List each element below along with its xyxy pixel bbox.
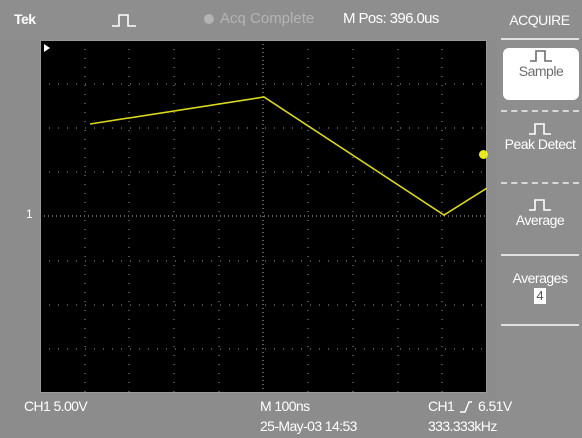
horizontal-position-readout: M Pos: 396.0us [343, 10, 439, 27]
waveform-display [40, 40, 487, 393]
timebase-readout: M 100ns [260, 398, 310, 414]
menu-divider [501, 254, 579, 256]
menu-divider [501, 324, 579, 326]
frequency-readout: 333.333kHz [428, 418, 497, 434]
sample-button[interactable]: Sample [503, 48, 579, 100]
pulse-icon [530, 50, 552, 62]
acquisition-status: Acq Complete [220, 10, 315, 27]
status-bar: Tek Acq Complete M Pos: 396.0us [0, 0, 497, 40]
status-dot-icon [204, 14, 214, 24]
rising-pulse-icon [112, 14, 136, 27]
rising-edge-icon [460, 401, 472, 413]
average-label: Average [515, 212, 565, 228]
brand-logo: Tek [14, 11, 36, 27]
menu-divider [501, 110, 579, 112]
trigger-level-marker [479, 150, 488, 159]
average-button[interactable]: Average [503, 198, 577, 246]
waveform-trace [89, 96, 487, 216]
sample-label: Sample [518, 63, 564, 79]
pulse-icon [529, 199, 551, 211]
graticule-grid [40, 40, 487, 393]
averages-control[interactable]: Averages 4 [503, 270, 577, 316]
menu-divider [501, 182, 579, 184]
peak-detect-label: Peak Detect [504, 136, 576, 152]
channel1-ground-marker: 1 [26, 207, 33, 221]
date-time-readout: 25-May-03 14:53 [260, 418, 357, 434]
menu-divider [501, 38, 579, 40]
menu-title: ACQUIRE [509, 12, 570, 28]
trigger-level-readout: 6.51V [478, 398, 512, 414]
peak-detect-button[interactable]: Peak Detect [503, 122, 577, 170]
acquire-menu: ACQUIRE Sample Peak Detect Average Avera… [497, 0, 582, 438]
ch1-scale-readout: CH1 5.00V [24, 398, 88, 414]
trigger-source-readout: CH1 [428, 398, 455, 414]
pulse-icon [529, 123, 551, 135]
averages-label: Averages [512, 270, 568, 286]
averages-value: 4 [534, 288, 546, 304]
